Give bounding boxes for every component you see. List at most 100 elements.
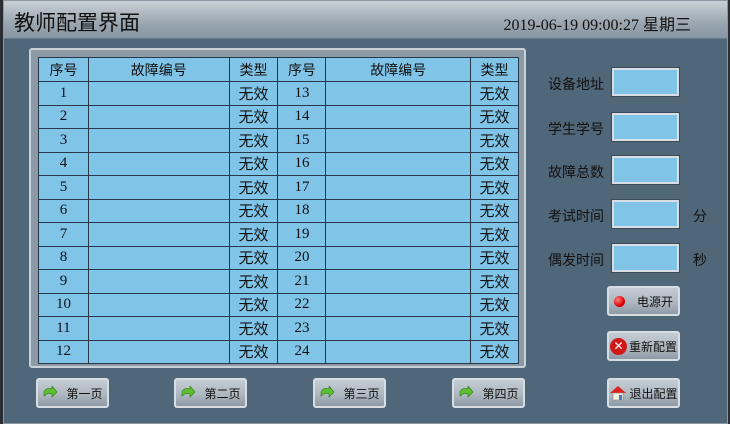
table-row: 5 无效 17 无效 (38, 175, 519, 200)
index-cell: 13 (277, 81, 327, 106)
fault-code-cell[interactable] (325, 198, 472, 223)
unit-label: 秒 (693, 253, 707, 269)
type-cell: 无效 (228, 151, 279, 176)
type-cell: 无效 (470, 128, 519, 153)
table-row: 10 无效 22 无效 (38, 292, 519, 317)
type-cell: 无效 (228, 128, 279, 153)
page-label: 第四页 (482, 386, 519, 401)
fault-code-cell[interactable] (325, 128, 472, 153)
page-button[interactable]: 第三页 (313, 378, 386, 408)
field-input[interactable] (611, 243, 680, 273)
type-cell: 无效 (228, 222, 279, 247)
page-button[interactable]: 第四页 (452, 378, 525, 408)
fault-code-cell[interactable] (87, 128, 230, 153)
column-header: 序号 (38, 57, 89, 82)
fault-code-cell[interactable] (87, 81, 230, 106)
fault-table-panel: 序号 故障编号 类型 序号 故障编号 类型 1 无效 13 无效 2 无效 14 无效 3 无效 15 无效 4 无… (29, 48, 526, 368)
page-button[interactable]: 第一页 (36, 378, 109, 408)
fault-code-cell[interactable] (325, 104, 472, 129)
index-cell: 9 (38, 269, 89, 294)
fault-code-cell[interactable] (325, 292, 472, 317)
field-input[interactable] (611, 112, 680, 142)
index-cell: 15 (277, 128, 327, 153)
page-button[interactable]: 第二页 (174, 378, 247, 408)
index-cell: 5 (38, 175, 89, 200)
field-input[interactable] (611, 155, 680, 185)
type-cell: 无效 (470, 316, 519, 341)
fault-code-cell[interactable] (87, 245, 230, 270)
page-label: 第二页 (204, 386, 241, 401)
fault-code-cell[interactable] (87, 316, 230, 341)
type-cell: 无效 (470, 222, 519, 247)
table-row: 6 无效 18 无效 (38, 198, 519, 223)
index-cell: 1 (38, 81, 89, 106)
fault-code-cell[interactable] (325, 175, 472, 200)
index-cell: 11 (38, 316, 89, 341)
exit-config-label: 退出配置 (629, 386, 678, 401)
index-cell: 4 (38, 151, 89, 176)
fault-code-cell[interactable] (325, 222, 472, 247)
table-row: 4 无效 16 无效 (38, 151, 519, 176)
index-cell: 3 (38, 128, 89, 153)
column-header: 类型 (470, 57, 519, 82)
fault-code-cell[interactable] (325, 269, 472, 294)
power-on-label: 电源开 (636, 294, 673, 309)
column-header: 故障编号 (87, 57, 230, 82)
index-cell: 2 (38, 104, 89, 129)
table-row: 8 无效 20 无效 (38, 245, 519, 270)
home-icon (610, 386, 627, 401)
index-cell: 12 (38, 339, 89, 364)
type-cell: 无效 (470, 81, 519, 106)
type-cell: 无效 (228, 81, 279, 106)
fault-code-cell[interactable] (87, 151, 230, 176)
index-cell: 21 (277, 269, 327, 294)
field-input[interactable] (611, 67, 680, 97)
fault-code-cell[interactable] (325, 339, 472, 364)
index-cell: 14 (277, 104, 327, 129)
reset-config-label: 重新配置 (628, 339, 677, 354)
index-cell: 20 (277, 245, 327, 270)
type-cell: 无效 (228, 175, 279, 200)
type-cell: 无效 (228, 292, 279, 317)
fault-code-cell[interactable] (325, 151, 472, 176)
fault-code-cell[interactable] (87, 269, 230, 294)
close-icon: ✕ (609, 337, 627, 355)
power-on-button[interactable]: 电源开 (607, 286, 680, 316)
fault-code-cell[interactable] (325, 245, 472, 270)
type-cell: 无效 (228, 198, 279, 223)
field-input[interactable] (611, 199, 680, 229)
fault-code-cell[interactable] (325, 316, 472, 341)
index-cell: 22 (277, 292, 327, 317)
table-row: 3 无效 15 无效 (38, 128, 519, 153)
index-cell: 10 (38, 292, 89, 317)
column-header: 故障编号 (325, 57, 472, 82)
fault-code-cell[interactable] (87, 104, 230, 129)
arrow-icon (460, 386, 474, 398)
table-row: 2 无效 14 无效 (38, 104, 519, 129)
reset-config-button[interactable]: ✕ 重新配置 (607, 331, 680, 361)
page-label: 第三页 (343, 386, 380, 401)
fault-code-cell[interactable] (325, 81, 472, 106)
fault-code-cell[interactable] (87, 222, 230, 247)
table-row: 12 无效 24 无效 (38, 339, 519, 364)
arrow-icon (44, 386, 58, 398)
type-cell: 无效 (228, 339, 279, 364)
fault-code-cell[interactable] (87, 175, 230, 200)
type-cell: 无效 (470, 339, 519, 364)
fault-code-cell[interactable] (87, 198, 230, 223)
page-title: 教师配置界面 (14, 11, 140, 35)
index-cell: 17 (277, 175, 327, 200)
fault-code-cell[interactable] (87, 292, 230, 317)
exit-config-button[interactable]: 退出配置 (607, 378, 680, 408)
table-row: 7 无效 19 无效 (38, 222, 519, 247)
red-light-icon (613, 295, 625, 307)
index-cell: 6 (38, 198, 89, 223)
index-cell: 23 (277, 316, 327, 341)
fault-code-cell[interactable] (87, 339, 230, 364)
column-header: 序号 (277, 57, 327, 82)
table-row: 9 无效 21 无效 (38, 269, 519, 294)
type-cell: 无效 (228, 245, 279, 270)
table-row: 1 无效 13 无效 (38, 81, 519, 106)
fault-table: 序号 故障编号 类型 序号 故障编号 类型 1 无效 13 无效 2 无效 14 无效 3 无效 15 无效 4 无… (38, 57, 519, 364)
index-cell: 18 (277, 198, 327, 223)
